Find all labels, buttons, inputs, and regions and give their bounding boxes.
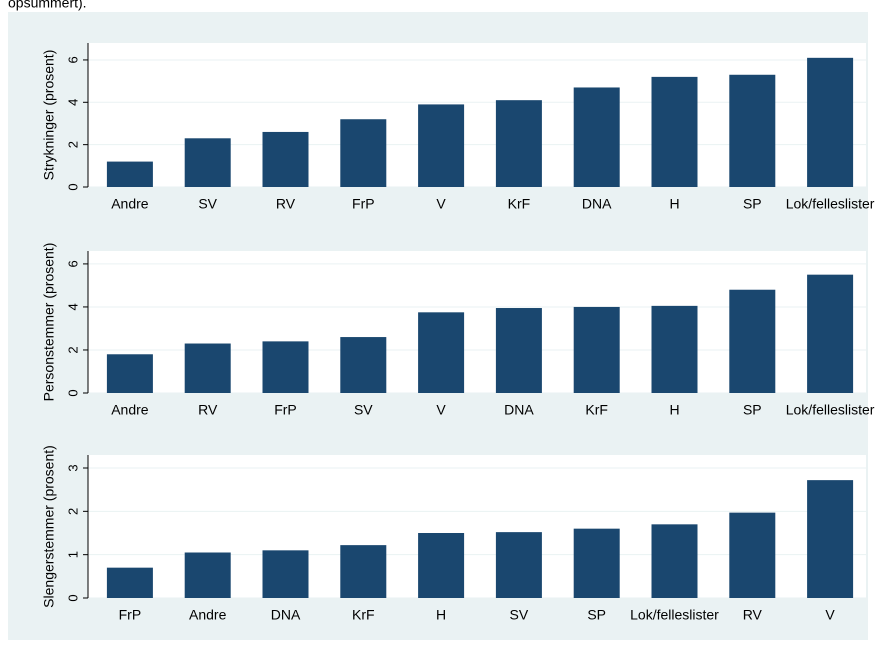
bar	[262, 131, 309, 187]
x-tick-label: RV	[276, 196, 296, 212]
x-tick-label: H	[669, 402, 679, 418]
bar	[807, 57, 854, 187]
bar	[495, 100, 542, 187]
y-tick-label: 2	[65, 141, 80, 148]
bar	[573, 528, 620, 598]
x-tick-label: V	[825, 607, 835, 623]
bar	[495, 532, 542, 598]
bar	[651, 305, 698, 393]
x-tick-label: V	[436, 196, 446, 212]
x-tick-label: V	[436, 402, 446, 418]
bar	[573, 87, 620, 187]
caption: opsummert).	[8, 0, 87, 11]
x-tick-label: KrF	[585, 402, 608, 418]
x-tick-label: RV	[743, 607, 763, 623]
x-tick-label: SV	[198, 196, 217, 212]
bar	[729, 74, 776, 187]
x-tick-label: KrF	[352, 607, 375, 623]
bar	[651, 76, 698, 187]
x-tick-label: FrP	[352, 196, 375, 212]
x-tick-label: RV	[198, 402, 218, 418]
bar	[495, 308, 542, 393]
x-tick-label: DNA	[271, 607, 301, 623]
bar	[184, 552, 231, 598]
y-tick-label: 4	[65, 303, 80, 310]
x-tick-label: Lok/felleslister	[630, 607, 719, 623]
bar	[651, 524, 698, 598]
x-tick-label: Lok/felleslister	[786, 402, 875, 418]
x-tick-label: Andre	[111, 402, 149, 418]
bar	[340, 119, 387, 187]
bar	[106, 567, 153, 598]
x-tick-label: SP	[587, 607, 606, 623]
y-axis-label: Strykninger (prosent)	[41, 50, 57, 181]
bar	[729, 512, 776, 598]
y-tick-label: 0	[65, 389, 80, 396]
bar	[418, 312, 465, 393]
bar	[184, 138, 231, 187]
y-tick-label: 0	[65, 183, 80, 190]
x-tick-label: DNA	[504, 402, 534, 418]
bar	[340, 337, 387, 393]
x-tick-label: Andre	[111, 196, 149, 212]
x-tick-label: SP	[743, 196, 762, 212]
x-tick-label: SV	[354, 402, 373, 418]
bar	[807, 480, 854, 598]
x-tick-label: Andre	[189, 607, 227, 623]
y-tick-label: 0	[65, 594, 80, 601]
bar	[573, 306, 620, 393]
bar	[418, 533, 465, 598]
x-tick-label: FrP	[274, 402, 297, 418]
x-tick-label: H	[436, 607, 446, 623]
bar	[340, 545, 387, 598]
y-axis-label: Slengerstemmer (prosent)	[41, 445, 57, 608]
y-tick-label: 6	[65, 260, 80, 267]
bar	[106, 161, 153, 187]
x-tick-label: FrP	[119, 607, 142, 623]
y-axis-label: Personstemmer (prosent)	[41, 243, 57, 402]
x-tick-label: SP	[743, 402, 762, 418]
x-tick-label: DNA	[582, 196, 612, 212]
y-tick-label: 2	[65, 508, 80, 515]
bar	[106, 354, 153, 393]
x-tick-label: KrF	[508, 196, 531, 212]
bar	[184, 343, 231, 393]
y-tick-label: 4	[65, 99, 80, 106]
y-tick-label: 1	[65, 551, 80, 558]
x-tick-label: H	[669, 196, 679, 212]
bar	[262, 341, 309, 393]
x-tick-label: Lok/felleslister	[786, 196, 875, 212]
bar	[807, 274, 854, 393]
y-tick-label: 6	[65, 56, 80, 63]
bar	[418, 104, 465, 187]
y-tick-label: 2	[65, 346, 80, 353]
bar	[729, 289, 776, 393]
bar	[262, 550, 309, 598]
y-tick-label: 3	[65, 464, 80, 471]
x-tick-label: SV	[510, 607, 529, 623]
